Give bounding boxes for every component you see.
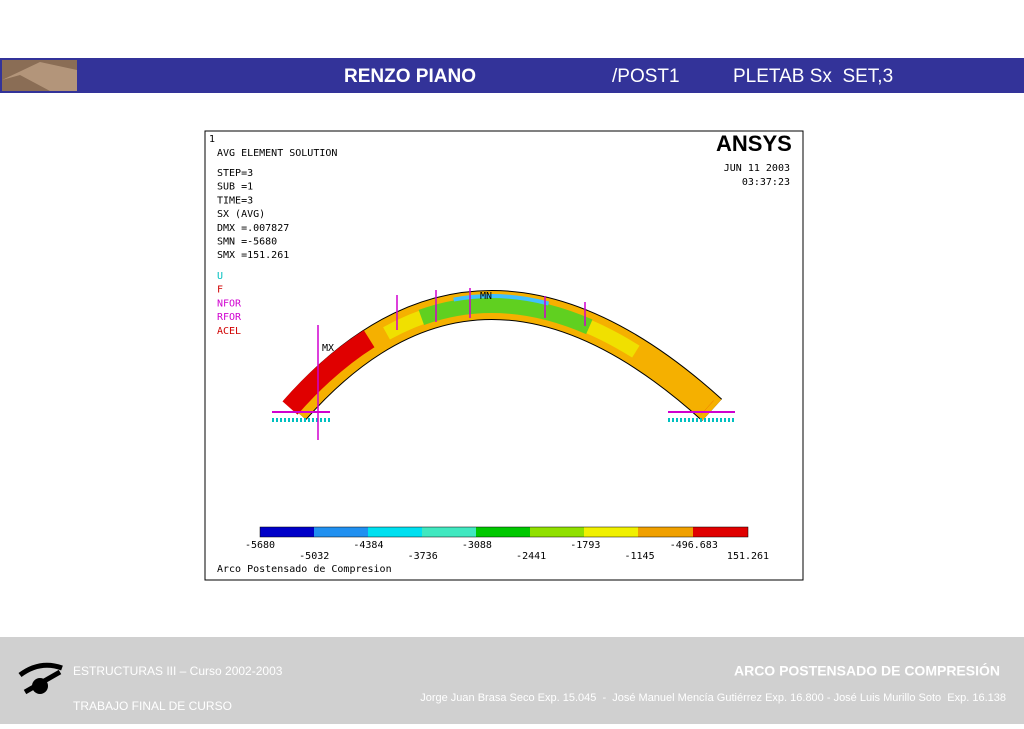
contour-band — [476, 527, 530, 537]
min-label: MN — [480, 291, 492, 302]
header-command: PLETAB Sx SET,3 — [733, 66, 893, 87]
info-line: SMX =151.261 — [217, 250, 289, 261]
info-line: STEP=3 — [217, 168, 253, 179]
info-block: STEP=3 SUB =1 TIME=3 SX (AVG) DMX =.007827 SM… — [217, 168, 289, 261]
arch-red-zone — [282, 293, 714, 416]
contour-band — [638, 527, 693, 537]
footer-band — [0, 637, 1024, 724]
contour-band — [693, 527, 748, 537]
symbol-label: U — [217, 271, 223, 282]
contour-frame — [259, 526, 749, 538]
contour-bar — [259, 526, 749, 538]
thumbnail-detail — [2, 62, 77, 91]
contour-label: -496.683 — [670, 540, 718, 551]
contour-band — [260, 527, 314, 537]
contour-label: -1793 — [570, 540, 600, 551]
header-band — [0, 58, 1024, 93]
contour-label: 151.261 — [727, 551, 769, 562]
contour-band — [530, 527, 584, 537]
logo-stroke — [18, 662, 63, 678]
symbol-label: ACEL — [217, 326, 241, 337]
symbol-label: NFOR — [217, 298, 242, 309]
arch-blue-zone — [293, 294, 714, 403]
contour-label: -3088 — [462, 540, 492, 551]
info-line: SUB =1 — [217, 182, 253, 193]
info-line: SX (AVG) — [217, 209, 265, 220]
arch — [272, 288, 735, 440]
plot-caption: Arco Postensado de Compresion — [217, 564, 392, 575]
contour-band — [584, 527, 638, 537]
header-module: /POST1 — [612, 66, 680, 87]
logo-dot — [32, 678, 48, 694]
plot-heading: AVG ELEMENT SOLUTION — [217, 148, 337, 159]
plot-time: 03:37:23 — [742, 177, 790, 188]
contour-label: -5680 — [245, 540, 275, 551]
ansys-logo: ANSYS — [716, 131, 792, 156]
symbol-list: UF NFOR RFOR ACEL — [217, 271, 242, 337]
footer-course: ESTRUCTURAS III – Curso 2002-2003 — [73, 664, 283, 678]
force-arrows — [317, 288, 586, 440]
plot-date: JUN 11 2003 — [724, 163, 790, 174]
contour-band — [422, 527, 476, 537]
info-line: TIME=3 — [217, 195, 253, 206]
contour-label: -3736 — [408, 551, 438, 562]
contour-band — [368, 527, 422, 537]
footer-topic: ARCO POSTENSADO DE COMPRESIÓN — [734, 662, 1000, 679]
contour-label: -5032 — [299, 551, 329, 562]
max-label: MX — [322, 343, 334, 354]
info-line: SMN =-5680 — [217, 237, 277, 248]
window-number: 1 — [209, 134, 215, 145]
arch-green-zone — [289, 297, 718, 416]
footer-logo — [18, 662, 63, 695]
contour-label: -4384 — [353, 540, 383, 551]
contour-band — [314, 527, 368, 537]
header-title: RENZO PIANO — [344, 66, 476, 87]
info-line: DMX =.007827 — [217, 223, 289, 234]
symbol-label: RFOR — [217, 312, 242, 323]
plot-panel — [204, 130, 804, 581]
footer-authors: Jorge Juan Brasa Seco Exp. 15.045 - José… — [420, 692, 1006, 704]
footer-subtitle: TRABAJO FINAL DE CURSO — [73, 699, 232, 713]
contour-labels: -5680 -5032 -4384 -3736 -3088 -2441 -1793 -1145… — [245, 540, 769, 562]
contour-label: -1145 — [625, 551, 655, 562]
contour-label: -2441 — [516, 551, 546, 562]
symbol-label: F — [217, 285, 223, 296]
